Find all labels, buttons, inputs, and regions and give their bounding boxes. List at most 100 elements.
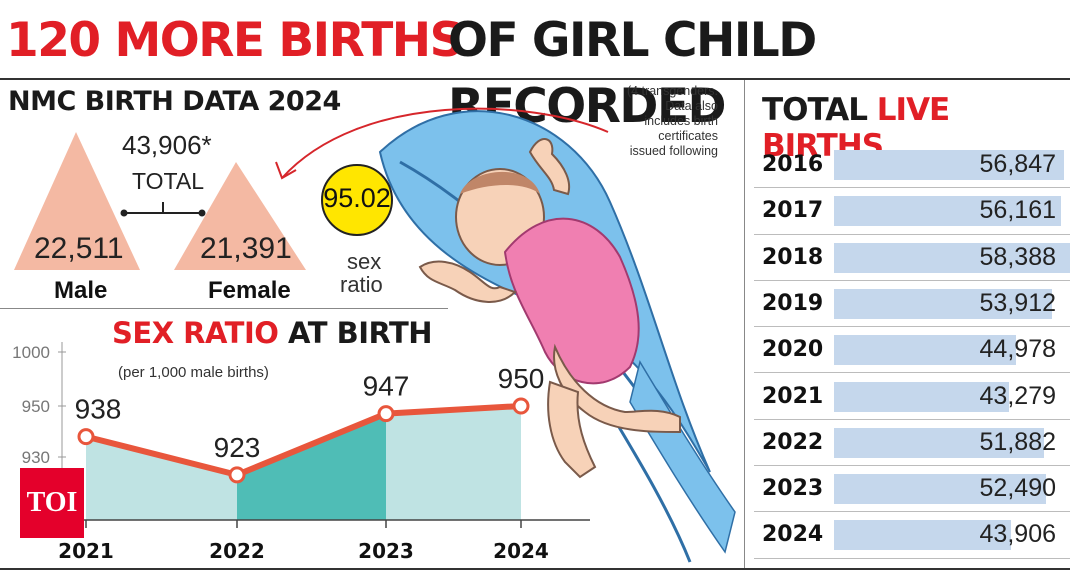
data-label: 923 (214, 432, 261, 463)
data-point (377, 405, 395, 423)
bottom-rule (0, 568, 1070, 570)
live-births-value: 52,490 (979, 474, 1056, 503)
live-births-value: 53,912 (979, 288, 1056, 317)
live-births-year: 2016 (762, 152, 824, 177)
live-births-value: 56,161 (979, 196, 1056, 225)
note-line: certificates (658, 129, 718, 143)
triangles (14, 132, 306, 270)
x-tick-label: 2022 (209, 539, 265, 563)
x-tick-label: 2024 (493, 539, 549, 563)
row-divider (754, 326, 1070, 328)
right-panel-divider (744, 80, 745, 570)
male-value: 22,511 (34, 232, 124, 265)
data-label: 950 (498, 363, 545, 394)
live-births-bar (834, 520, 1012, 551)
live-births-bar (834, 242, 1070, 273)
live-births-row: 2021 43,279 (754, 374, 1070, 420)
female-value: 21,391 (200, 232, 292, 265)
live-births-year: 2024 (762, 522, 824, 548)
live-births-bar (834, 288, 1052, 319)
sex-ratio-label-2: ratio (340, 272, 383, 297)
female-label: Female (208, 277, 291, 304)
live-births-value: 44,978 (979, 335, 1056, 364)
live-births-value: 43,279 (979, 381, 1056, 410)
data-label: 938 (75, 394, 122, 425)
note-line: Data also (665, 99, 718, 113)
row-divider (754, 511, 1070, 513)
sex-ratio-line (85, 403, 522, 478)
headline-red: 120 MORE BIRTHS (6, 13, 464, 68)
headline-rule (0, 78, 1070, 80)
live-births-bar (834, 150, 1064, 180)
live-births-row: 2022 51,882 (754, 420, 1070, 467)
y-tick-label: 1000 (12, 343, 50, 362)
row-divider (754, 465, 1070, 467)
sex-ratio-title-red: SEX RATIO (112, 316, 279, 350)
live-births-bar (834, 335, 1016, 366)
x-tick-label: 2021 (58, 539, 114, 563)
row-divider (754, 557, 1070, 559)
live-births-value: 56,847 (979, 150, 1056, 178)
live-births-year: 2020 (762, 337, 824, 363)
live-births-year: 2023 (762, 476, 824, 502)
sex-ratio-line-chart: 1000 950 930 938 2021 923 2022 947 2023 950 2024 (12, 342, 590, 563)
note-line: includes birth (644, 114, 718, 128)
live-births-row: 2019 53,912 (754, 281, 1070, 328)
live-births-bar (834, 381, 1009, 412)
sex-ratio-circle (321, 164, 393, 236)
total-label: TOTAL (132, 168, 204, 194)
note-arrow (275, 107, 609, 180)
y-tick-label: 950 (22, 397, 50, 416)
note-line: (4 transgenders. (626, 84, 718, 98)
live-births-value: 51,882 (979, 427, 1056, 456)
sex-ratio-subtitle: (per 1,000 male births) (118, 364, 269, 381)
live-births-row: 2024 43,906 (754, 512, 1070, 559)
data-label: 947 (363, 371, 410, 402)
live-births-title-red: LIVE BIRTHS (762, 92, 950, 164)
male-triangle (14, 132, 140, 270)
y-tick-label: 930 (22, 448, 50, 467)
sex-ratio-label-1: sex (347, 249, 382, 274)
female-triangle (174, 162, 306, 270)
area-segment (86, 436, 237, 520)
male-label: Male (54, 277, 108, 304)
live-births-row: 2020 44,978 (754, 327, 1070, 374)
nmc-title: NMC BIRTH DATA 2024 (8, 86, 341, 117)
live-births-bar-chart: 2016 56,847 2017 56,161 2018 58,388 2019 53,912… (754, 142, 1070, 562)
live-births-year: 2019 (762, 290, 824, 316)
live-births-bar (834, 474, 1047, 505)
live-births-value: 58,388 (979, 242, 1056, 271)
live-births-row: 2016 56,847 (754, 142, 1070, 189)
live-births-year: 2018 (762, 244, 824, 270)
live-births-year: 2022 (762, 429, 824, 455)
live-births-title: TOTAL LIVE BIRTHS (762, 92, 1070, 164)
row-divider (754, 372, 1070, 374)
data-point (77, 428, 95, 446)
live-births-title-black: TOTAL (762, 92, 868, 128)
row-divider (754, 187, 1070, 189)
data-point (512, 397, 530, 415)
headline-black: OF GIRL CHILD RECORDED (448, 13, 817, 134)
sex-ratio-value: 95.02 (323, 183, 391, 213)
live-births-year: 2017 (762, 198, 824, 224)
live-births-bar (834, 427, 1044, 458)
live-births-row: 2017 56,161 (754, 188, 1070, 235)
area-segment (237, 413, 386, 520)
toi-logo: TOI (20, 468, 84, 538)
data-point (228, 466, 246, 484)
note-line: issued following (629, 144, 718, 158)
baby-feather-illustration (378, 110, 736, 563)
live-births-bar (834, 196, 1061, 227)
headline: 120 MORE BIRTHS OF GIRL CHILD RECORDED (0, 8, 1070, 134)
note: (4 transgenders. Data also includes birt… (598, 84, 718, 159)
live-births-year: 2021 (762, 383, 824, 409)
row-divider (754, 279, 1070, 281)
left-panel-divider (0, 308, 448, 309)
total-value: 43,906* (122, 130, 212, 160)
x-tick-label: 2023 (358, 539, 414, 563)
live-births-row: 2023 52,490 (754, 466, 1070, 513)
row-divider (754, 233, 1070, 235)
sex-ratio-title-black: AT BIRTH (288, 316, 433, 350)
area-segment (386, 406, 521, 520)
